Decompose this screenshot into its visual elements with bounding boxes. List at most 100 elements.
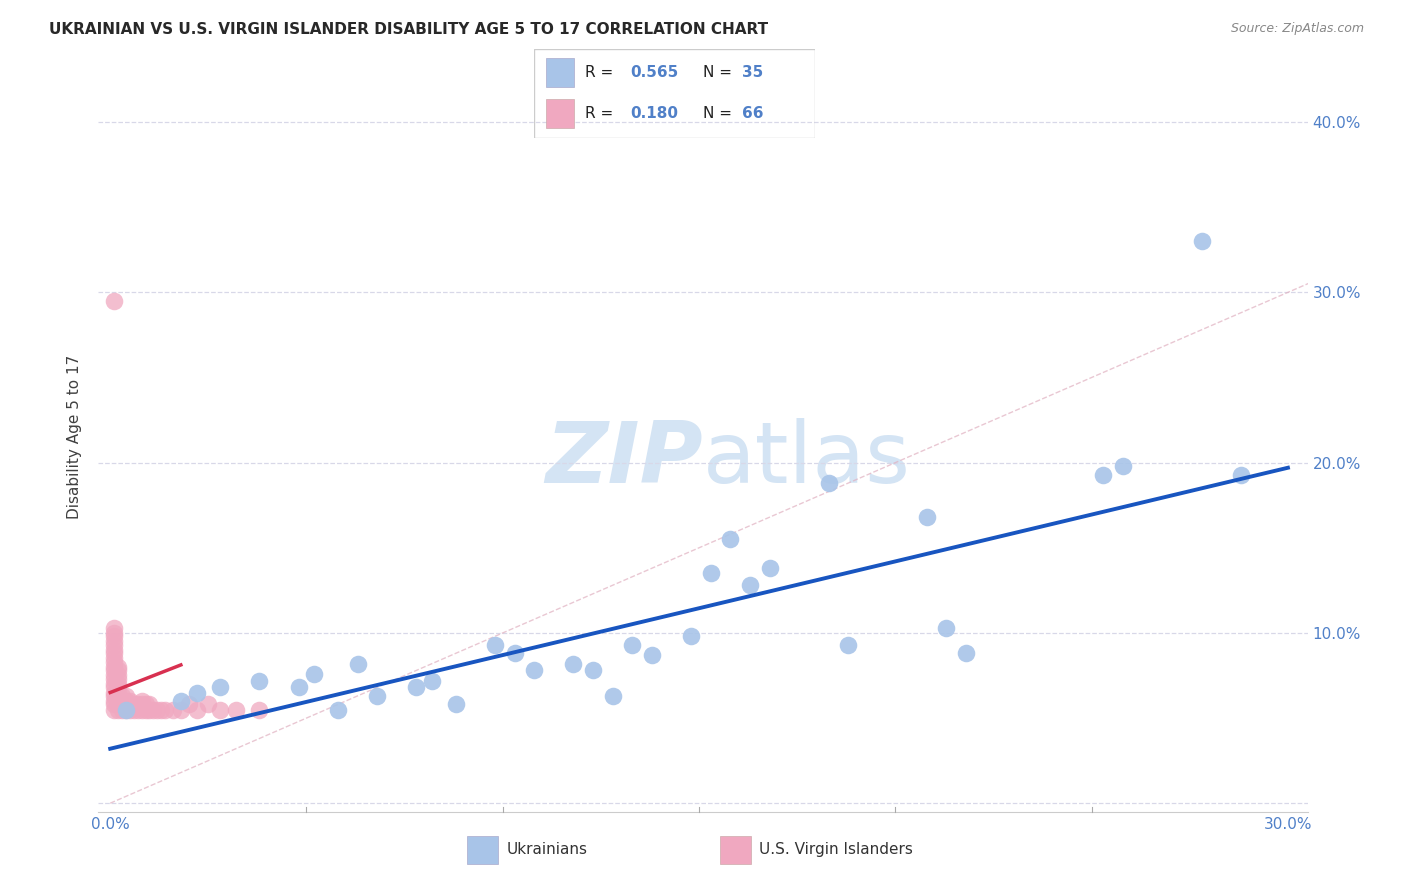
Bar bbox=[467, 836, 498, 863]
Point bbox=[111, 698, 134, 712]
Text: Ukrainians: Ukrainians bbox=[506, 842, 588, 857]
Point bbox=[115, 694, 138, 708]
Point bbox=[107, 694, 129, 708]
Point bbox=[103, 629, 125, 643]
Point bbox=[103, 664, 125, 678]
Point bbox=[641, 648, 664, 662]
Point bbox=[131, 694, 153, 708]
Bar bbox=[546, 58, 574, 87]
Point bbox=[107, 681, 129, 695]
Bar bbox=[720, 836, 751, 863]
Point bbox=[103, 689, 125, 703]
Point bbox=[142, 702, 165, 716]
Point bbox=[247, 702, 270, 716]
Point bbox=[115, 698, 138, 712]
Point bbox=[405, 681, 427, 695]
Point bbox=[484, 638, 506, 652]
Point bbox=[107, 672, 129, 686]
Point bbox=[935, 621, 957, 635]
Point bbox=[247, 673, 270, 688]
Point bbox=[107, 677, 129, 691]
Point bbox=[103, 638, 125, 652]
Point bbox=[118, 702, 141, 716]
Point bbox=[107, 689, 129, 703]
Point bbox=[111, 689, 134, 703]
Point bbox=[170, 702, 193, 716]
Point bbox=[287, 681, 309, 695]
Point bbox=[186, 702, 208, 716]
Point bbox=[103, 702, 125, 716]
Point bbox=[523, 664, 546, 678]
Point bbox=[740, 578, 762, 592]
Point bbox=[103, 660, 125, 674]
Point bbox=[817, 476, 839, 491]
Point bbox=[118, 698, 141, 712]
Point bbox=[103, 634, 125, 648]
Text: Source: ZipAtlas.com: Source: ZipAtlas.com bbox=[1230, 22, 1364, 36]
Text: 0.180: 0.180 bbox=[630, 106, 678, 120]
Text: atlas: atlas bbox=[703, 418, 911, 501]
Point bbox=[197, 698, 219, 712]
Point bbox=[150, 702, 173, 716]
Point bbox=[562, 657, 585, 671]
Text: 66: 66 bbox=[742, 106, 763, 120]
Point bbox=[103, 694, 125, 708]
Point bbox=[115, 689, 138, 703]
Point bbox=[209, 702, 232, 716]
Point bbox=[621, 638, 644, 652]
Point bbox=[107, 664, 129, 678]
Point bbox=[103, 677, 125, 691]
Point bbox=[162, 702, 184, 716]
Point bbox=[107, 685, 129, 699]
Point bbox=[111, 694, 134, 708]
Point bbox=[758, 561, 780, 575]
Text: UKRAINIAN VS U.S. VIRGIN ISLANDER DISABILITY AGE 5 TO 17 CORRELATION CHART: UKRAINIAN VS U.S. VIRGIN ISLANDER DISABI… bbox=[49, 22, 768, 37]
Point bbox=[420, 673, 443, 688]
Point bbox=[103, 668, 125, 682]
Point bbox=[111, 702, 134, 716]
Point bbox=[170, 694, 193, 708]
Point bbox=[138, 698, 160, 712]
Point bbox=[582, 664, 605, 678]
Text: 35: 35 bbox=[742, 65, 763, 79]
Text: N =: N = bbox=[703, 65, 737, 79]
Point bbox=[720, 533, 742, 547]
Y-axis label: Disability Age 5 to 17: Disability Age 5 to 17 bbox=[67, 355, 83, 519]
Point bbox=[103, 646, 125, 660]
Text: 0.565: 0.565 bbox=[630, 65, 678, 79]
Point bbox=[103, 621, 125, 635]
Point bbox=[209, 681, 232, 695]
Point bbox=[225, 702, 247, 716]
Point bbox=[103, 698, 125, 712]
Point bbox=[118, 694, 141, 708]
Point bbox=[146, 702, 169, 716]
Point bbox=[103, 651, 125, 665]
Point bbox=[131, 702, 153, 716]
Point bbox=[107, 698, 129, 712]
Point bbox=[103, 655, 125, 669]
Point bbox=[304, 666, 326, 681]
Text: R =: R = bbox=[585, 106, 619, 120]
Text: N =: N = bbox=[703, 106, 737, 120]
Point bbox=[103, 293, 125, 308]
Point bbox=[346, 657, 368, 671]
Point bbox=[153, 702, 176, 716]
Point bbox=[107, 660, 129, 674]
Point bbox=[700, 566, 723, 581]
Point bbox=[103, 643, 125, 657]
Point bbox=[326, 702, 349, 716]
Point bbox=[602, 689, 624, 703]
Point bbox=[837, 638, 859, 652]
Point bbox=[955, 646, 977, 660]
Point bbox=[1092, 467, 1115, 482]
Point bbox=[103, 681, 125, 695]
Point bbox=[103, 626, 125, 640]
Point bbox=[107, 668, 129, 682]
Point bbox=[122, 702, 145, 716]
Point bbox=[127, 698, 149, 712]
Point bbox=[115, 702, 138, 716]
Point bbox=[138, 702, 160, 716]
Point bbox=[177, 698, 200, 712]
Point bbox=[1112, 458, 1135, 473]
Point bbox=[186, 685, 208, 699]
